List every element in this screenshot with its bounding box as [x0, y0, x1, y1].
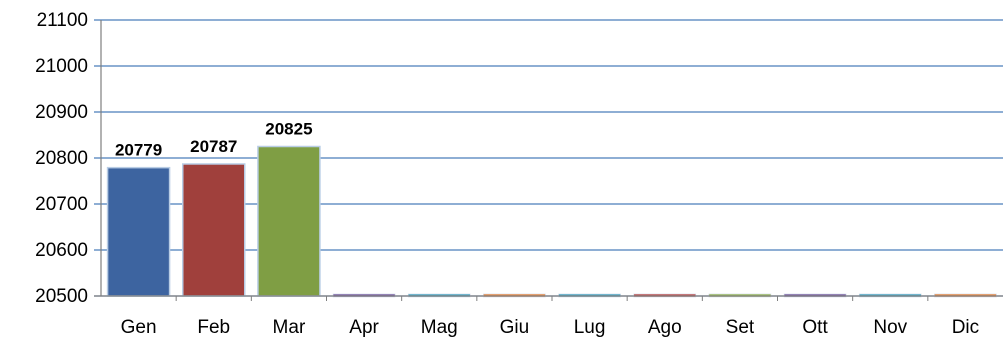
x-tick-label: Mag	[421, 317, 458, 338]
data-labels: 20779 20787 20825	[115, 120, 313, 160]
y-tick-label: 20500	[35, 286, 88, 307]
x-tick-label: Set	[726, 317, 755, 338]
bar-gen	[106, 166, 171, 297]
x-tick-label: Feb	[197, 317, 230, 338]
x-tick-label: Gen	[121, 317, 157, 338]
x-tick-label: Ott	[802, 317, 828, 338]
x-tick-label: Nov	[873, 317, 907, 338]
y-tick-label: 21100	[37, 10, 88, 31]
data-label: 20787	[190, 137, 237, 156]
y-axis: 20500 20600 20700 20800 20900 21000 21100	[35, 10, 102, 307]
y-tick-label: 20900	[35, 102, 88, 123]
bars	[106, 145, 997, 298]
x-tick-label: Apr	[349, 317, 379, 338]
bar-feb	[182, 163, 246, 297]
x-tick-label: Mar	[273, 317, 306, 338]
bar-mar	[257, 145, 321, 297]
x-tick-label: Dic	[952, 317, 979, 338]
y-tick-label: 21000	[35, 56, 88, 77]
data-label: 20779	[115, 141, 162, 160]
x-tick-label: Ago	[648, 317, 682, 338]
x-tick-label: Giu	[500, 317, 530, 338]
y-tick-label: 20700	[35, 194, 88, 215]
y-tick-label: 20600	[35, 240, 88, 261]
x-tick-label: Lug	[574, 317, 606, 338]
x-axis: Gen Feb Mar Apr Mag Giu Lug Ago Set Ott Nov Dic	[94, 295, 1003, 338]
data-label: 20825	[265, 120, 312, 139]
y-tick-label: 20800	[35, 148, 88, 169]
